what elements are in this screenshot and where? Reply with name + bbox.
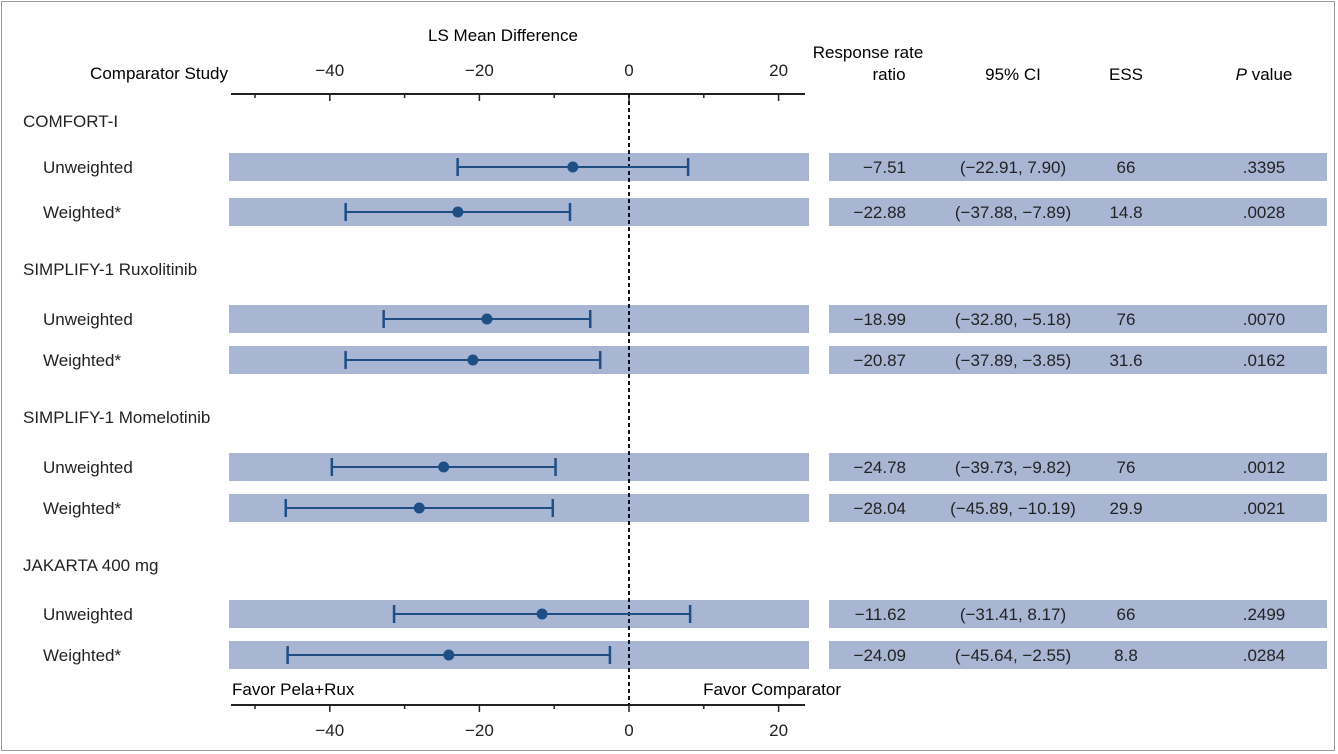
row-label: Unweighted xyxy=(43,158,133,177)
ci-value: (−45.64, −2.55) xyxy=(955,646,1071,665)
row-label: Unweighted xyxy=(43,605,133,624)
table-band xyxy=(829,453,1327,481)
table-band xyxy=(829,494,1327,522)
p-value: .0162 xyxy=(1243,351,1286,370)
ci-value: (−39.73, −9.82) xyxy=(955,458,1071,477)
point-estimate xyxy=(413,502,425,514)
row-label: Weighted* xyxy=(43,646,122,665)
table-band xyxy=(829,346,1327,374)
plot-layer: COMFORT-I Unweighted −7.51 (−22.91, 7.90) 66… xyxy=(23,61,1327,740)
bottom-tick-label: −40 xyxy=(315,721,344,740)
p-value: .0021 xyxy=(1243,499,1286,518)
study-label: SIMPLIFY-1 Ruxolitinib xyxy=(23,260,197,279)
favor-right-label: Favor Comparator xyxy=(703,680,841,699)
bottom-tick-label: 20 xyxy=(769,721,788,740)
study-label: SIMPLIFY-1 Momelotinib xyxy=(23,408,210,427)
comparator-study-header: Comparator Study xyxy=(90,64,228,83)
table-band xyxy=(829,600,1327,628)
ess-value: 8.8 xyxy=(1114,646,1138,665)
p-value: .0070 xyxy=(1243,310,1286,329)
ci-value: (−32.80, −5.18) xyxy=(955,310,1071,329)
estimate-value: −24.09 xyxy=(854,646,906,665)
estimate-value: −20.87 xyxy=(854,351,906,370)
table-band xyxy=(829,153,1327,181)
row-label: Weighted* xyxy=(43,499,122,518)
ess-value: 31.6 xyxy=(1109,351,1142,370)
estimate-value: −24.78 xyxy=(854,458,906,477)
ess-value: 66 xyxy=(1117,605,1136,624)
ess-value: 66 xyxy=(1117,158,1136,177)
favor-left-label: Favor Pela+Rux xyxy=(232,680,355,699)
ci-value: (−37.89, −3.85) xyxy=(955,351,1071,370)
study-label: COMFORT-I xyxy=(23,112,118,131)
ess-value: 76 xyxy=(1117,310,1136,329)
row-label: Weighted* xyxy=(43,351,122,370)
ess-value: 29.9 xyxy=(1109,499,1142,518)
point-estimate xyxy=(481,313,493,325)
point-estimate xyxy=(452,206,464,218)
top-tick-label: 20 xyxy=(769,61,788,80)
ess-header: ESS xyxy=(1109,65,1143,84)
ci-value: (−31.41, 8.17) xyxy=(960,605,1066,624)
estimate-value: −7.51 xyxy=(863,158,906,177)
point-estimate xyxy=(443,649,455,661)
point-estimate xyxy=(536,608,548,620)
bottom-tick-label: 0 xyxy=(624,721,633,740)
p-value: .0012 xyxy=(1243,458,1286,477)
estimate-value: −11.62 xyxy=(855,605,906,624)
estimate-value: −18.99 xyxy=(854,310,906,329)
ci-value: (−22.91, 7.90) xyxy=(960,158,1066,177)
p-value-header: P value xyxy=(1236,65,1293,84)
estimate-value: −28.04 xyxy=(854,499,906,518)
p-value: .2499 xyxy=(1243,605,1286,624)
ratio-header-line1: Response rate xyxy=(813,43,924,62)
top-tick-label: −40 xyxy=(315,61,344,80)
ess-value: 14.8 xyxy=(1109,203,1142,222)
row-label: Unweighted xyxy=(43,458,133,477)
ess-value: 76 xyxy=(1117,458,1136,477)
row-label: Unweighted xyxy=(43,310,133,329)
axis-title: LS Mean Difference xyxy=(428,26,578,45)
table-band xyxy=(829,641,1327,669)
p-value: .3395 xyxy=(1243,158,1286,177)
point-estimate xyxy=(438,461,450,473)
point-estimate xyxy=(467,354,479,366)
study-label: JAKARTA 400 mg xyxy=(23,556,158,575)
top-tick-label: −20 xyxy=(465,61,494,80)
p-value: .0284 xyxy=(1243,646,1286,665)
ci-value: (−37.88, −7.89) xyxy=(955,203,1071,222)
ratio-header-line2: ratio xyxy=(872,65,905,84)
bottom-tick-label: −20 xyxy=(465,721,494,740)
table-band xyxy=(829,198,1327,226)
row-label: Weighted* xyxy=(43,203,122,222)
ci-value: (−45.89, −10.19) xyxy=(950,499,1076,518)
ci-header: 95% CI xyxy=(985,65,1041,84)
table-band xyxy=(829,305,1327,333)
estimate-value: −22.88 xyxy=(854,203,906,222)
point-estimate xyxy=(567,161,579,173)
p-value: .0028 xyxy=(1243,203,1286,222)
top-tick-label: 0 xyxy=(624,61,633,80)
